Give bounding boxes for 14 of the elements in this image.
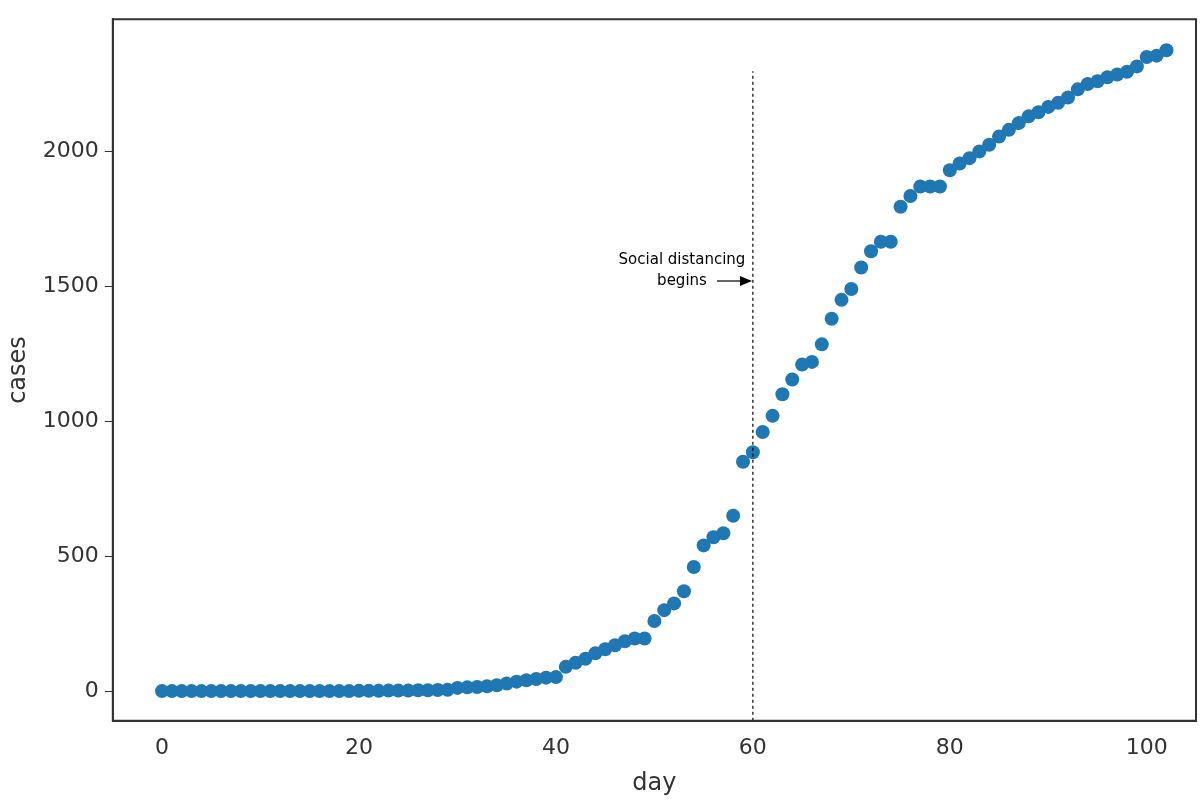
x-tick-label: 20 bbox=[344, 733, 373, 759]
x-tick-label: 60 bbox=[738, 733, 767, 759]
y-tick-label: 2000 bbox=[42, 137, 99, 163]
annotation: Social distancing begins bbox=[618, 249, 746, 289]
y-axis-title: cases bbox=[2, 336, 31, 404]
y-tick-label: 1500 bbox=[42, 272, 99, 298]
y-tick-label: 1000 bbox=[42, 406, 99, 432]
y-tick-label: 500 bbox=[56, 541, 99, 567]
x-tick-label: 80 bbox=[935, 733, 964, 759]
y-tick-label: 0 bbox=[84, 676, 99, 702]
x-tick-label: 0 bbox=[155, 733, 170, 759]
x-tick-label: 40 bbox=[541, 733, 570, 759]
x-tick-label: 100 bbox=[1125, 733, 1168, 759]
x-axis-title: day bbox=[632, 767, 677, 796]
